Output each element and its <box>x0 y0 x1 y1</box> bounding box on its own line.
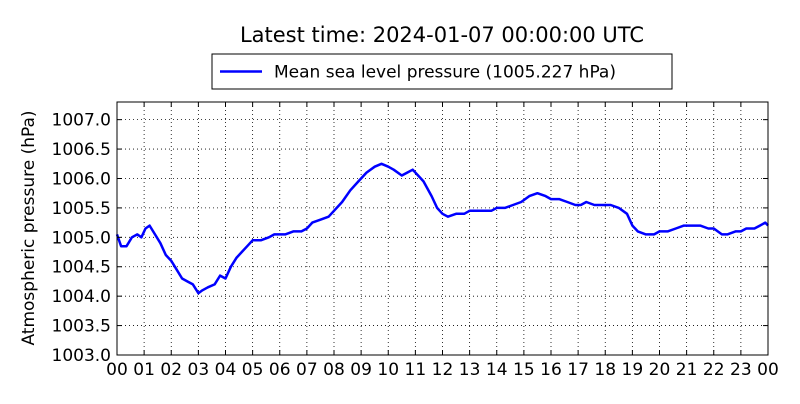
x-tick-label: 12 <box>432 360 454 380</box>
y-tick-label: 1007.0 <box>52 111 111 131</box>
y-tick-label: 1005.5 <box>52 199 111 219</box>
tick-labels: 00 01 02 03 04 05 06 07 08 09 10 11 12 13 14 15 16 17 18 19… <box>52 111 779 380</box>
tick-marks <box>116 102 769 356</box>
series-line <box>115 162 769 295</box>
x-tick-label: 18 <box>594 360 616 380</box>
y-tick-label: 1004.0 <box>52 287 111 307</box>
x-tick-label: 04 <box>215 360 237 380</box>
x-tick-label: 03 <box>188 360 210 380</box>
legend: Mean sea level pressure (1005.227 hPa) <box>211 53 673 90</box>
grid-lines <box>116 102 769 356</box>
x-tick-label: 07 <box>296 360 318 380</box>
x-tick-label: 11 <box>405 360 427 380</box>
x-tick-label: 02 <box>160 360 182 380</box>
x-tick-label: 00 <box>757 360 779 380</box>
x-tick-label: 23 <box>730 360 752 380</box>
x-tick-label: 05 <box>242 360 264 380</box>
x-tick-label: 14 <box>486 360 508 380</box>
plot-frame <box>116 101 769 356</box>
x-tick-label: 15 <box>513 360 535 380</box>
y-tick-label: 1006.5 <box>52 140 111 160</box>
x-tick-label: 10 <box>377 360 399 380</box>
x-tick-label: 22 <box>703 360 725 380</box>
x-tick-label: 06 <box>269 360 291 380</box>
x-tick-label: 16 <box>540 360 562 380</box>
x-tick-label: 17 <box>567 360 589 380</box>
x-tick-label: 20 <box>649 360 671 380</box>
legend-label: Mean sea level pressure (1005.227 hPa) <box>274 63 616 83</box>
x-tick-label: 08 <box>323 360 345 380</box>
series-layer <box>115 162 769 295</box>
y-axis-label: Atmospheric pressure (hPa) <box>19 110 39 345</box>
x-tick-label: 01 <box>133 360 155 380</box>
legend-box <box>211 53 673 90</box>
x-tick-label: 21 <box>676 360 698 380</box>
y-tick-label: 1003.0 <box>52 346 111 366</box>
x-tick-label: 00 <box>106 360 128 380</box>
y-tick-label: 1006.0 <box>52 169 111 189</box>
chart-title: Latest time: 2024-01-07 00:00:00 UTC <box>240 23 644 47</box>
x-tick-label: 13 <box>459 360 481 380</box>
x-tick-label: 19 <box>622 360 644 380</box>
x-tick-label: 09 <box>350 360 372 380</box>
y-tick-label: 1004.5 <box>52 258 111 278</box>
y-tick-label: 1003.5 <box>52 317 111 337</box>
y-tick-label: 1005.0 <box>52 228 111 248</box>
